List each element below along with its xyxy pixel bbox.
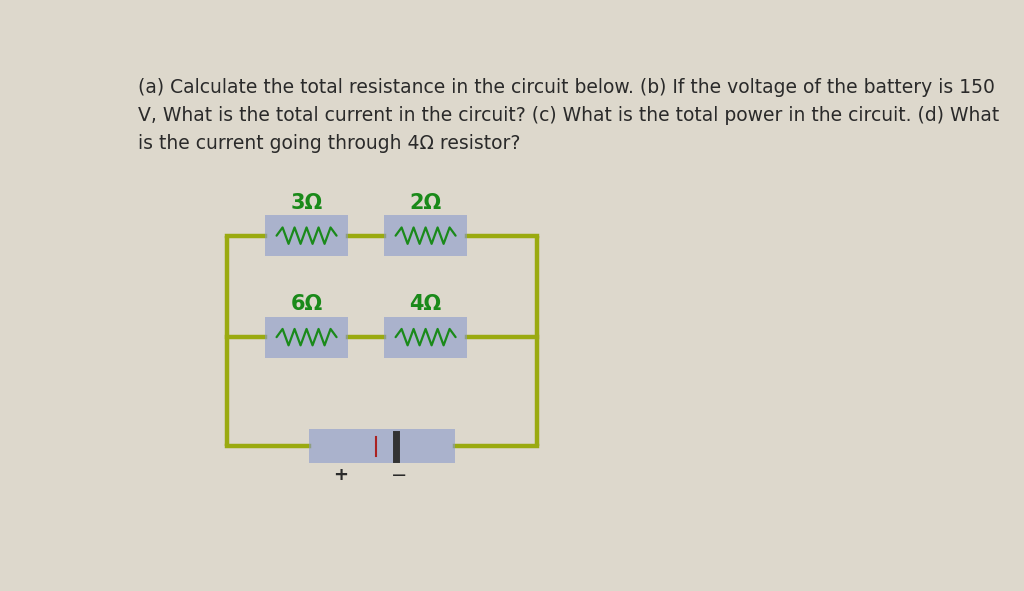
Text: −: − [391, 466, 408, 485]
Bar [384, 317, 467, 358]
Bar [265, 215, 348, 256]
Bar [265, 317, 348, 358]
Text: 4Ω: 4Ω [410, 294, 441, 314]
Text: 6Ω: 6Ω [291, 294, 323, 314]
Text: +: + [334, 466, 348, 483]
Text: 3Ω: 3Ω [291, 193, 323, 213]
Text: (a) Calculate the total resistance in the circuit below. (b) If the voltage of t: (a) Calculate the total resistance in th… [137, 78, 998, 152]
Bar [384, 215, 467, 256]
Bar [308, 429, 456, 463]
Text: 2Ω: 2Ω [410, 193, 441, 213]
